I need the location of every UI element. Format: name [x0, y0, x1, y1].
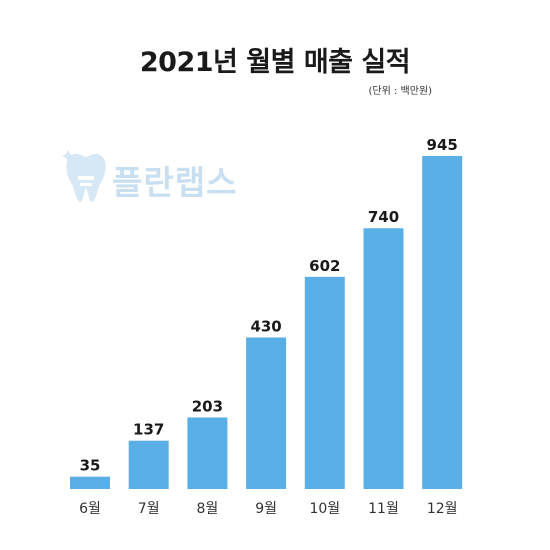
- bars-group: [70, 156, 463, 489]
- bar-7: [422, 156, 463, 489]
- category-label-4: 9월: [255, 501, 277, 517]
- value-label-2: 137: [133, 421, 164, 439]
- category-label-7: 12월: [427, 501, 458, 517]
- watermark-text: 플란랩스: [112, 163, 238, 202]
- value-label-6: 740: [368, 208, 399, 226]
- category-label-1: 6월: [79, 501, 101, 517]
- bar-2: [128, 440, 169, 489]
- bar-5: [304, 276, 345, 489]
- category-labels-group: 6월 7월 8월 9월 10월 11월 12월: [79, 501, 457, 517]
- tooth-icon: [62, 150, 106, 203]
- chart-title: 2021년 월별 매출 실적: [139, 47, 411, 78]
- unit-note: (단위 : 백만원): [368, 86, 432, 97]
- watermark-logo: 플란랩스: [60, 150, 280, 210]
- category-label-5: 10월: [309, 501, 340, 517]
- category-label-6: 11월: [368, 501, 399, 517]
- bar-6: [363, 228, 404, 489]
- value-labels-group: 35 137 203 430 602 740 945: [80, 136, 458, 475]
- bar-1: [70, 476, 110, 489]
- bar-3: [187, 417, 228, 489]
- value-label-1: 35: [80, 457, 101, 475]
- category-label-2: 7월: [138, 501, 160, 517]
- value-label-4: 430: [250, 317, 281, 335]
- bar-4: [246, 337, 287, 489]
- value-label-7: 945: [427, 136, 458, 154]
- value-label-3: 203: [192, 397, 223, 415]
- value-label-5: 602: [309, 257, 340, 275]
- category-label-3: 8월: [197, 501, 219, 517]
